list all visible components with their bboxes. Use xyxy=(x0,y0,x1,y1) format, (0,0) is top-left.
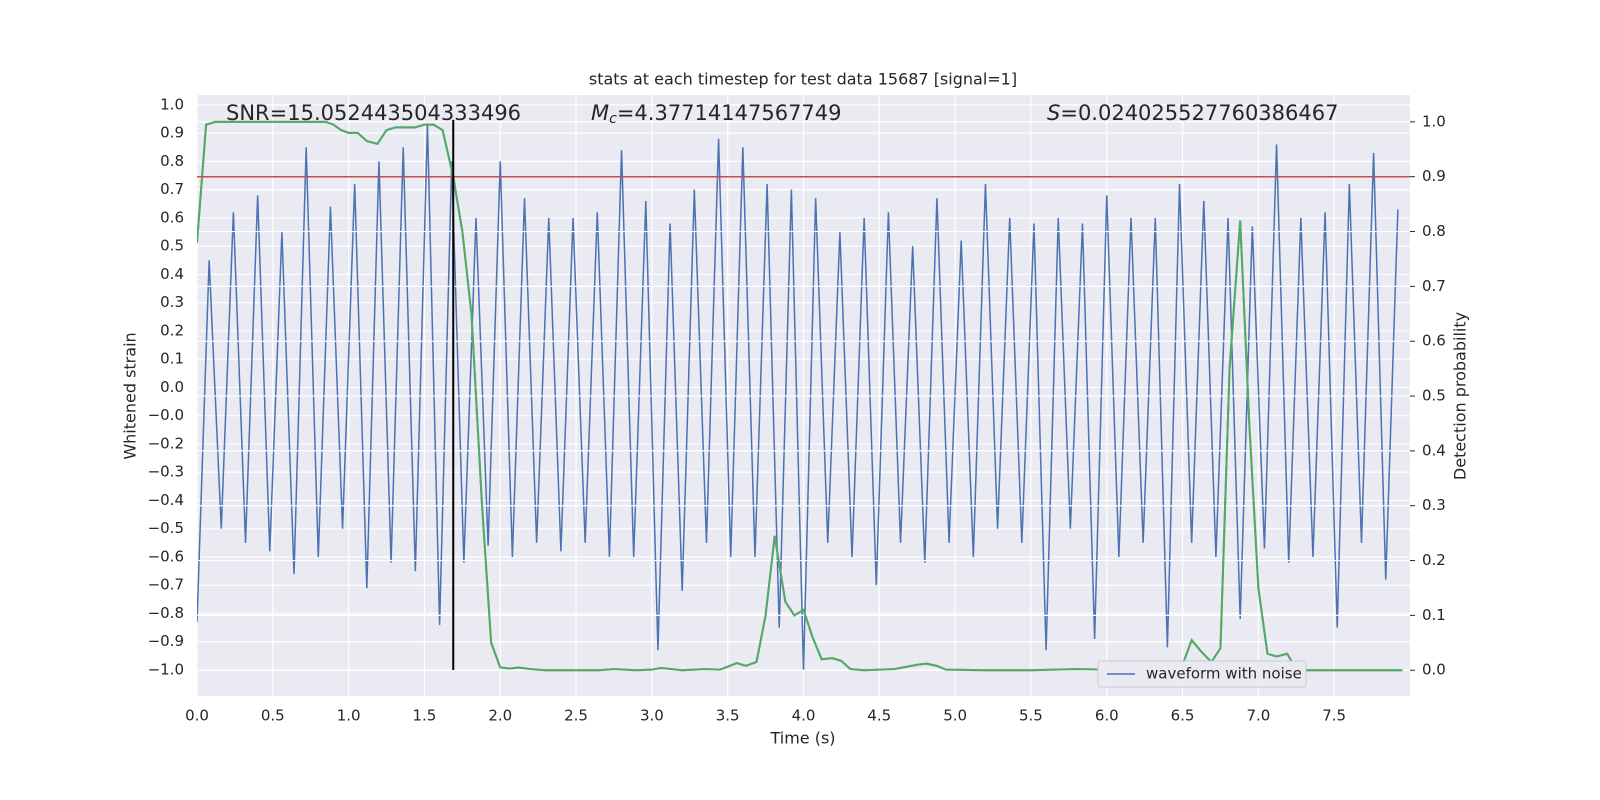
chart-title: stats at each timestep for test data 156… xyxy=(589,70,1017,89)
y-tick-label: 0.9 xyxy=(160,124,184,142)
y2-tick-label: 0.2 xyxy=(1422,551,1446,569)
y-tick-label: 0.7 xyxy=(160,180,184,198)
x-tick-label: 2.0 xyxy=(488,707,512,725)
y-tick-label: −0.2 xyxy=(148,434,184,452)
line-series xyxy=(197,124,1399,671)
y2-axis-label: Detection probability xyxy=(1451,312,1470,480)
x-tick-label: 3.5 xyxy=(716,707,740,725)
y-tick-label: −1.0 xyxy=(148,661,184,679)
y-tick-label: 0.6 xyxy=(160,208,184,226)
y-tick-label: 0.4 xyxy=(160,265,184,283)
y2-tick-label: 0.5 xyxy=(1422,387,1446,405)
x-tick-label: 1.0 xyxy=(337,707,361,725)
annotation-text: =4.37714147567749 xyxy=(617,101,842,125)
x-tick-label: 7.5 xyxy=(1322,707,1346,725)
y-tick-label: −0.6 xyxy=(148,547,184,565)
x-tick-label: 3.0 xyxy=(640,707,664,725)
x-tick-label: 5.0 xyxy=(943,707,967,725)
x-tick-label: 2.5 xyxy=(564,707,588,725)
y-tick-label: −0.5 xyxy=(148,519,184,537)
line-series xyxy=(197,120,1403,672)
legend-box xyxy=(1097,660,1307,688)
y-tick-label: −0.9 xyxy=(148,632,184,650)
x-tick-label: 0.0 xyxy=(185,707,209,725)
y-tick-label: −0.3 xyxy=(148,463,184,481)
y-tick-label: −0.0 xyxy=(148,406,184,424)
x-tick-label: 6.0 xyxy=(1095,707,1119,725)
y-tick-label: 0.1 xyxy=(160,350,184,368)
y2-tick-label: 0.0 xyxy=(1422,661,1446,679)
y2-tick-label: 0.9 xyxy=(1422,167,1446,185)
y2-tick-label: 0.8 xyxy=(1422,222,1446,240)
x-tick-label: 4.5 xyxy=(867,707,891,725)
y-tick-label: 0.0 xyxy=(160,378,184,396)
annotation: S=0.024025527760386467 xyxy=(1047,101,1338,125)
y2-tick-label: 0.4 xyxy=(1422,441,1446,459)
y-tick-label: 0.2 xyxy=(160,321,184,339)
annotation: SNR=15.052443504333496 xyxy=(226,101,521,125)
y2-tick-label: 0.6 xyxy=(1422,332,1446,350)
y2-tick-label: 1.0 xyxy=(1422,112,1446,130)
y-tick-label: −0.4 xyxy=(148,491,184,509)
y-tick-label: −0.8 xyxy=(148,604,184,622)
y-axis-label: Whitened strain xyxy=(121,332,140,459)
annotation-symbol: M xyxy=(591,101,609,125)
x-axis-label: Time (s) xyxy=(769,729,835,748)
y2-tick-label: 0.7 xyxy=(1422,277,1446,295)
x-tick-label: 5.5 xyxy=(1019,707,1043,725)
x-tick-label: 0.5 xyxy=(261,707,285,725)
annotation-text: =0.024025527760386467 xyxy=(1060,101,1338,125)
y-tick-label: 0.5 xyxy=(160,237,184,255)
y-tick-label: 0.3 xyxy=(160,293,184,311)
y2-tick-label: 0.1 xyxy=(1422,606,1446,624)
y2-tick-label: 0.3 xyxy=(1422,496,1446,514)
annotation-symbol: S xyxy=(1047,101,1060,125)
x-tick-label: 6.5 xyxy=(1171,707,1195,725)
annotation-subscript: c xyxy=(609,111,617,127)
annotation: Mc=4.37714147567749 xyxy=(591,101,842,127)
legend-label: waveform with noise xyxy=(1146,665,1302,683)
x-tick-label: 7.0 xyxy=(1246,707,1270,725)
annotation-text: SNR=15.052443504333496 xyxy=(226,101,521,125)
x-tick-label: 1.5 xyxy=(413,707,437,725)
y-tick-label: 1.0 xyxy=(160,95,184,113)
x-tick-label: 4.0 xyxy=(792,707,816,725)
y-tick-label: 0.8 xyxy=(160,152,184,170)
y-tick-label: −0.7 xyxy=(148,576,184,594)
